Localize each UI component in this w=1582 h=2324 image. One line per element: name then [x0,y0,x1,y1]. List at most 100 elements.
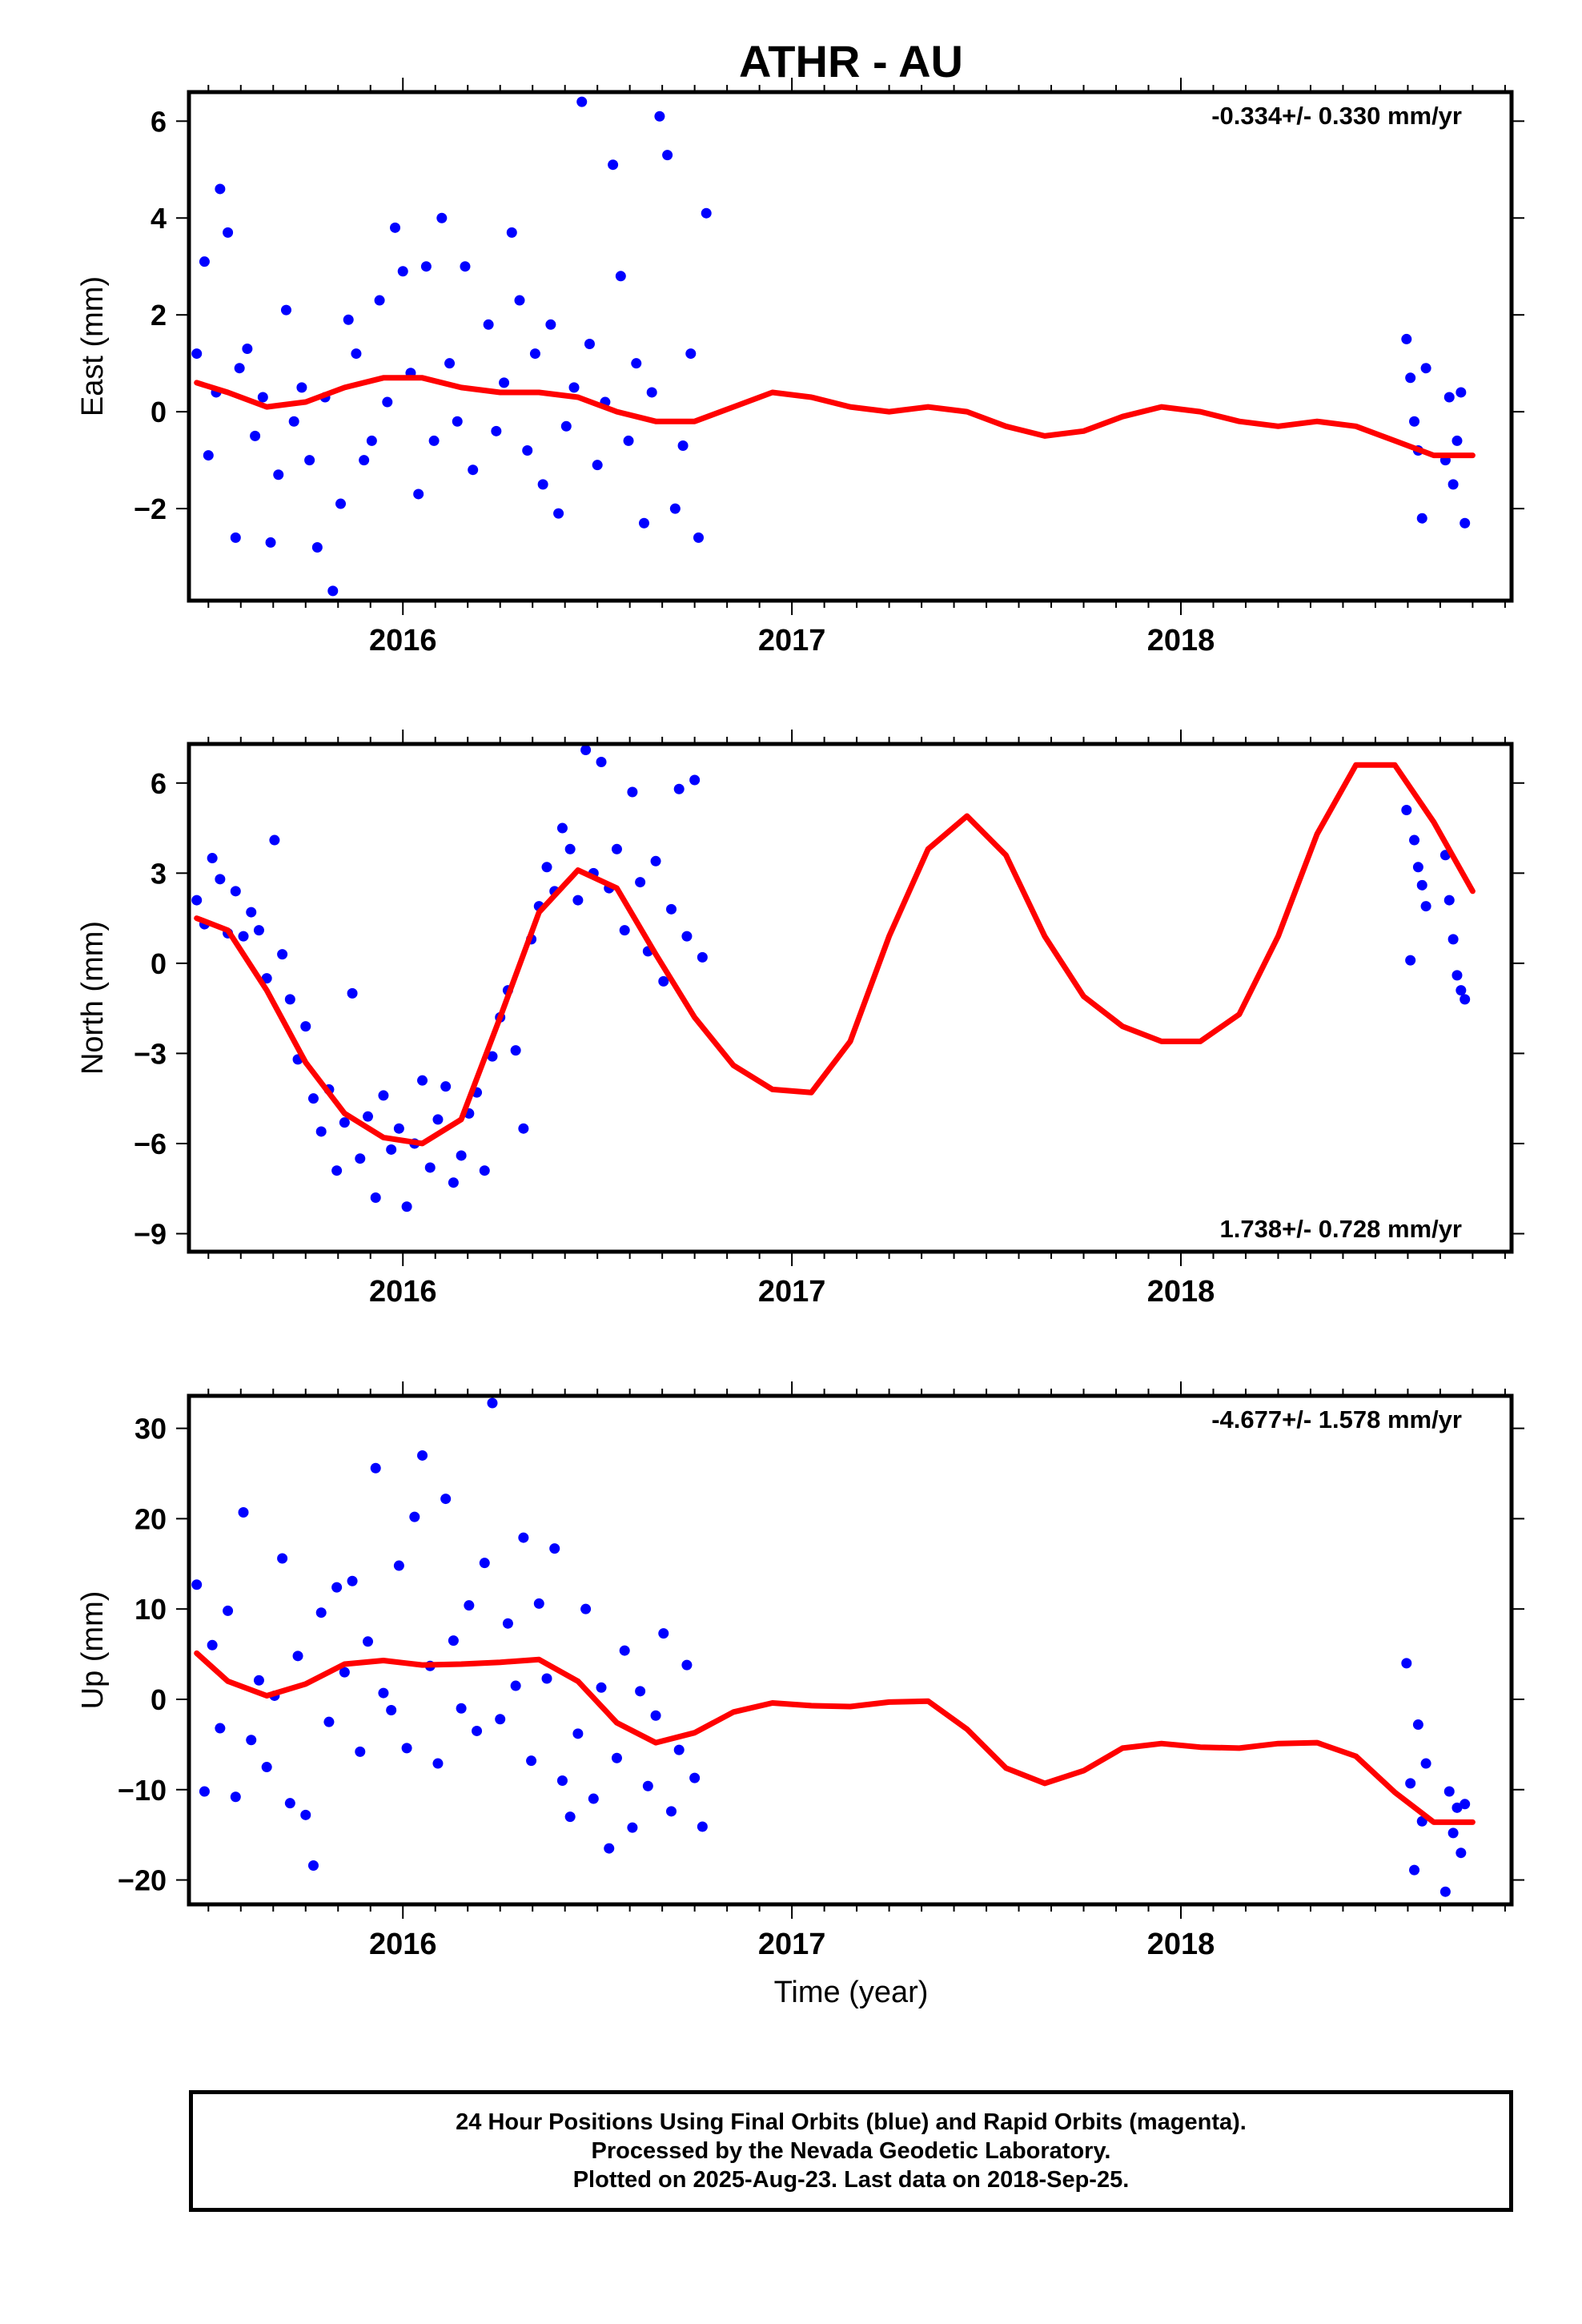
data-point [611,843,622,854]
data-point [261,1762,272,1773]
data-point [215,183,226,195]
data-point [510,1045,521,1056]
data-point [1443,895,1455,906]
data-point [1447,479,1459,490]
data-point [440,1494,452,1505]
data-point [553,508,564,519]
data-point [374,295,385,306]
data-point [223,1605,234,1616]
data-point [1409,416,1420,427]
data-point [576,96,588,107]
data-point [1401,1658,1412,1669]
data-point [689,1772,701,1783]
data-point [662,150,673,161]
data-point [665,903,677,915]
data-point [359,455,370,466]
plot-frame [187,1393,1514,1907]
data-point [1443,1786,1455,1797]
data-point [234,363,245,374]
data-point [665,1806,677,1817]
data-point [572,895,584,906]
data-point [401,1201,412,1212]
data-point [615,271,626,282]
data-point [619,1645,630,1656]
data-point [355,1153,366,1164]
data-point [292,1651,303,1662]
y-tick-label: 4 [151,202,167,235]
up-panel: 2016 2017 2018 −20 −10 0 10 20 30 Up (mm) -4.677+/… [76,1381,1524,1961]
data-point [472,1725,483,1736]
data-point [510,1680,521,1691]
data-point [588,1793,599,1804]
data-point [452,416,463,427]
data-point [697,951,708,963]
y-tick-label: −20 [118,1864,167,1897]
data-point [681,931,693,942]
data-point [560,420,572,432]
data-point [363,1636,374,1647]
data-point [1416,513,1427,524]
plot-area [191,1397,1476,1897]
data-point [693,532,705,543]
data-point [215,874,226,885]
data-point [506,227,517,238]
data-point [390,222,401,233]
data-point [572,1728,584,1739]
data-point [370,1192,381,1203]
data-point [323,1716,335,1727]
data-point [1420,1758,1431,1769]
data-point [311,541,323,553]
model-curve [194,375,1476,459]
data-point [1452,435,1463,446]
y-tick-label: 0 [151,947,167,980]
data-point [491,425,502,436]
data-point [635,877,646,888]
data-point [420,261,432,272]
data-point [370,1462,381,1474]
data-point [1409,834,1420,846]
data-point [608,159,619,171]
data-point [464,1600,475,1611]
x-tick-label: 2016 [369,1275,437,1309]
data-point [191,1579,203,1590]
data-point [246,1735,257,1746]
data-point [378,1687,389,1699]
data-point [689,774,701,786]
data-point [347,987,358,999]
data-point [627,786,638,798]
data-point [277,1553,288,1564]
x-tick-label: 2018 [1147,1275,1215,1309]
data-point [191,895,203,906]
data-point [1460,1799,1471,1810]
data-point [401,1743,412,1754]
data-point [253,925,264,936]
data-point [428,435,440,446]
data-point [658,975,669,987]
x-tick-label: 2018 [1147,624,1215,657]
data-point [307,1860,319,1872]
data-point [1452,1802,1463,1813]
y-axis-label: East (mm) [76,276,110,416]
data-point [315,1126,327,1137]
data-point [673,1744,685,1755]
data-point [460,261,471,272]
data-point [650,855,661,866]
data-point [432,1758,444,1769]
data-point [363,1111,374,1122]
caption-line-2: Processed by the Nevada Geodetic Laborat… [591,2138,1111,2164]
data-point [677,440,689,451]
data-point [529,348,540,360]
data-point [627,1822,638,1833]
data-point [246,907,257,918]
data-point [514,295,525,306]
data-point [456,1150,467,1161]
chart-title: ATHR - AU [739,36,963,86]
data-point [304,455,315,466]
y-tick-label: −3 [134,1037,167,1070]
data-point [541,862,552,873]
rate-annotation: -4.677+/- 1.578 mm/yr [1211,1405,1462,1433]
data-point [1416,879,1427,891]
data-point [261,973,272,984]
data-point [556,1775,568,1786]
data-point [444,358,456,369]
